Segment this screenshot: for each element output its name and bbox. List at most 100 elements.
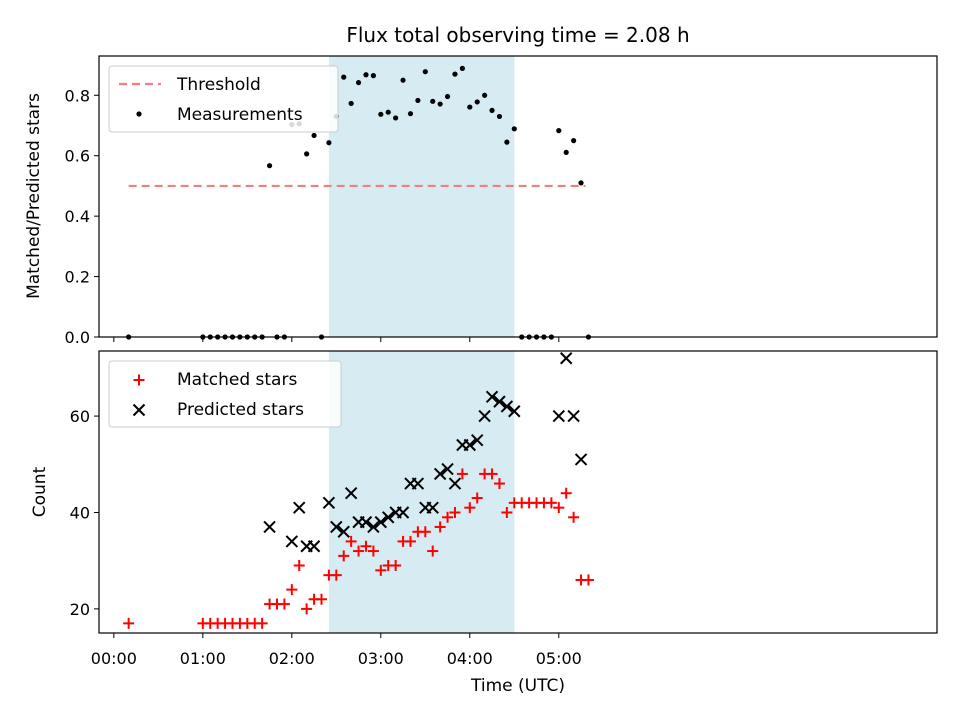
- predicted-star-point: [411, 477, 425, 490]
- predicted-star-point: [478, 409, 491, 423]
- predicted-star-point: [567, 409, 580, 423]
- measurement-point: [504, 139, 510, 145]
- measurement-point: [341, 74, 347, 80]
- measurement-point: [393, 115, 399, 121]
- measurement-point: [400, 77, 406, 83]
- threshold-legend-label: Threshold: [176, 75, 261, 95]
- predicted-star-point: [493, 395, 506, 408]
- measurement-point: [430, 98, 436, 104]
- measurement-point: [482, 92, 488, 98]
- count-panel: 20 40 60 Count Matched stars Predicted sta…: [30, 350, 938, 638]
- ratio-panel: 0.00.20.40.60.8 Matched/Predicted stars …: [24, 55, 938, 347]
- matched-legend-swatch: [133, 374, 145, 386]
- matched-star-point: [442, 511, 454, 523]
- x-tick-label: 04:00: [447, 649, 493, 668]
- ratio-y-tick-label: 0.0: [65, 328, 90, 347]
- measurement-point: [407, 111, 414, 117]
- predicted-star-point: [574, 453, 588, 466]
- predicted-legend-label: Predicted stars: [177, 400, 304, 420]
- count-y-tick-label: 60: [70, 407, 90, 426]
- count-y-tick-label: 40: [70, 503, 90, 522]
- count-y-axis-label: Count: [30, 466, 50, 517]
- ratio-panel-frame: [98, 55, 938, 338]
- matched-star-point: [278, 598, 290, 610]
- matched-star-point: [568, 511, 580, 523]
- measurement-point: [385, 109, 391, 115]
- matched-star-point: [471, 492, 483, 504]
- measurement-point: [556, 128, 562, 134]
- measurement-point: [459, 65, 465, 71]
- predicted-star-point: [285, 535, 299, 548]
- count-legend: Matched stars Predicted stars: [108, 360, 342, 428]
- matched-star-point: [367, 545, 379, 557]
- matched-star-point: [486, 468, 498, 480]
- matched-star-point: [345, 535, 357, 547]
- measurement-point: [326, 140, 332, 146]
- count-y-tick-label: 20: [70, 600, 90, 619]
- ratio-y-tick-label: 0.2: [65, 268, 90, 287]
- matched-star-point: [123, 617, 135, 629]
- predicted-star-point: [448, 477, 462, 490]
- matched-star-point: [553, 502, 565, 514]
- predicted-star-point: [471, 433, 484, 447]
- time-axis: 00:00 01:00 02:00 03:00 04:00 05:00: [91, 649, 582, 668]
- matched-star-point: [464, 502, 476, 514]
- matched-star-point: [427, 545, 439, 557]
- predicted-star-point: [307, 540, 321, 553]
- ratio-legend-box: [108, 65, 339, 133]
- matched-star-point: [286, 584, 298, 596]
- predicted-star-point: [508, 405, 521, 418]
- measurement-point: [370, 73, 376, 79]
- measurement-point: [304, 151, 310, 157]
- measurement-point: [578, 180, 584, 186]
- measurement-point: [422, 69, 428, 75]
- matched-star-point: [419, 526, 431, 538]
- measurement-point: [355, 79, 362, 86]
- predicted-star-point: [500, 400, 514, 413]
- predicted-star-point: [485, 390, 499, 404]
- measurement-point: [437, 101, 443, 107]
- x-tick-label: 01:00: [180, 649, 226, 668]
- predicted-star-point: [433, 467, 447, 481]
- measurement-point: [496, 113, 503, 120]
- matched-star-point: [493, 478, 505, 490]
- predicted-star-point: [441, 462, 454, 476]
- ratio-y-tick-label: 0.4: [65, 207, 90, 226]
- x-axis-label: Time (UTC): [470, 676, 565, 696]
- matched-star-point: [434, 521, 446, 533]
- measurement-point: [571, 138, 577, 144]
- matched-star-point: [545, 497, 557, 509]
- x-tick-label: 03:00: [358, 649, 404, 668]
- predicted-star-point: [263, 520, 276, 534]
- matched-legend-label: Matched stars: [177, 370, 297, 390]
- matched-star-point: [404, 535, 416, 547]
- x-tick-label: 05:00: [536, 649, 582, 668]
- matched-star-point: [501, 506, 513, 518]
- ratio-y-tick-label: 0.6: [65, 147, 90, 166]
- measurement-point: [378, 111, 384, 117]
- measurement-point: [311, 132, 317, 139]
- measurements-legend-label: Measurements: [177, 105, 303, 125]
- measurement-point: [444, 93, 451, 100]
- predicted-star-point: [322, 496, 336, 510]
- matched-star-point: [293, 560, 305, 572]
- ratio-legend: Threshold Measurements: [108, 65, 339, 133]
- ratio-shaded-interval: [328, 56, 515, 337]
- predicted-star-point: [382, 511, 395, 524]
- matched-star-point: [375, 564, 387, 576]
- predicted-star-point: [293, 501, 306, 514]
- measurement-point: [467, 104, 473, 110]
- matched-star-point: [338, 550, 350, 562]
- matched-star-point: [360, 540, 372, 552]
- predicted-star-point: [344, 486, 358, 500]
- matched-star-point: [456, 468, 468, 480]
- measurement-point: [452, 71, 458, 77]
- matched-star-point: [582, 574, 594, 586]
- matched-star-point: [449, 506, 461, 518]
- matched-star-point: [353, 545, 365, 557]
- count-panel-frame: [98, 350, 938, 634]
- chart-title: Flux total observing time = 2.08 h: [346, 23, 689, 47]
- count-legend-box: [108, 360, 342, 428]
- count-shaded-interval: [328, 351, 515, 633]
